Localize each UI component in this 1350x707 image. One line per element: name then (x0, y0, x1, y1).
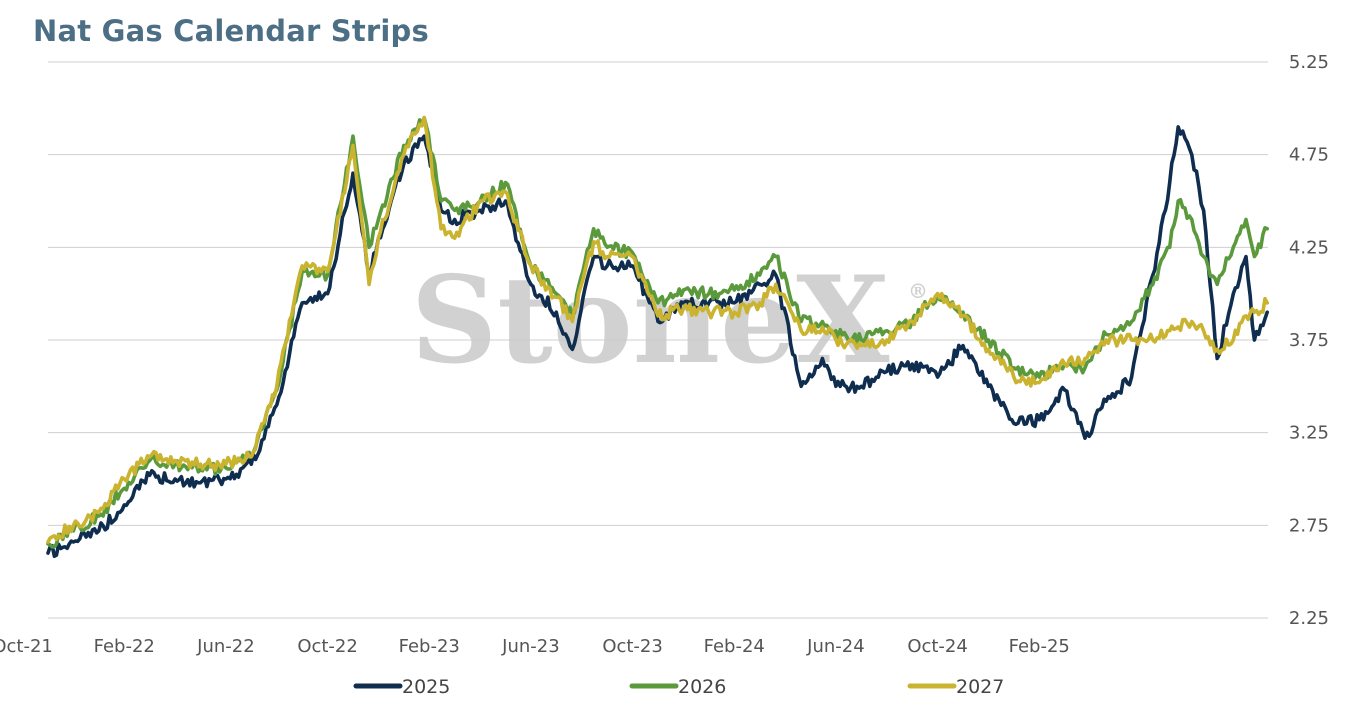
y-tick-label: 5.25 (1289, 52, 1329, 73)
y-tick-label: 3.25 (1289, 423, 1329, 444)
x-tick-label: Feb-24 (704, 636, 765, 657)
x-tick-label: Oct-22 (297, 636, 358, 657)
x-tick-label: Feb-23 (399, 636, 460, 657)
legend-label-2026: 2026 (678, 676, 726, 698)
x-axis-ticks: Jun-21Oct-21Feb-22Jun-22Oct-22Feb-23Jun-… (0, 636, 1070, 657)
x-tick-label: Jun-23 (501, 636, 560, 657)
y-tick-label: 2.25 (1289, 608, 1329, 629)
y-tick-label: 2.75 (1289, 515, 1329, 536)
legend-label-2025: 2025 (402, 676, 450, 698)
x-tick-label: Feb-22 (94, 636, 155, 657)
chart-title: Nat Gas Calendar Strips (33, 14, 429, 48)
series-line-2027 (46, 115, 1269, 544)
x-tick-label: Jun-24 (806, 636, 865, 657)
y-axis-ticks: 5.25 4.75 4.25 3.75 3.25 2.75 2.25 (1289, 52, 1329, 629)
series-lines (46, 115, 1269, 558)
y-tick-label: 3.75 (1289, 330, 1329, 351)
x-tick-label: Jun-22 (196, 636, 255, 657)
x-tick-label: Oct-23 (602, 636, 663, 657)
legend-label-2027: 2027 (956, 676, 1004, 698)
watermark-registered-mark: ® (908, 279, 928, 303)
y-tick-label: 4.75 (1289, 145, 1329, 166)
watermark-text: StoneX (411, 250, 890, 391)
legend: 2025 2026 2027 (353, 676, 1004, 698)
y-tick-label: 4.25 (1289, 237, 1329, 258)
x-tick-label: Feb-25 (1009, 636, 1070, 657)
gridlines (48, 61, 1268, 619)
x-tick-label: Oct-21 (0, 636, 53, 657)
x-tick-label: Oct-24 (907, 636, 968, 657)
